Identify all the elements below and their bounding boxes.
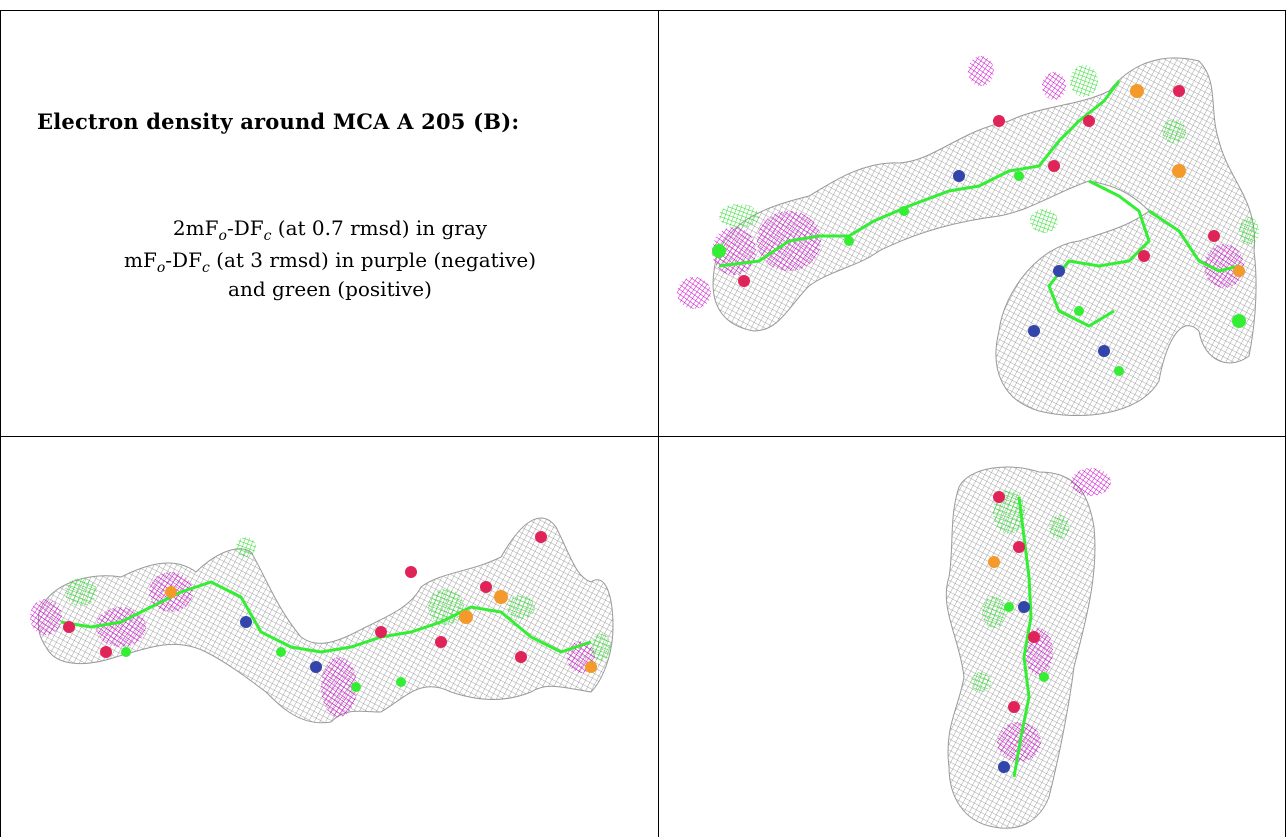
density-view-bottom-right	[659, 437, 1285, 837]
legend-title: Electron density around MCA A 205 (B):	[37, 109, 520, 134]
electron-density-mesh-view-icon	[677, 56, 1259, 416]
legend-line-colors: and green (positive)	[228, 277, 432, 301]
legend-line-2fofc: 2mFo-DFc (at 0.7 rmsd) in gray	[172, 216, 488, 244]
table-left-border	[0, 10, 1, 837]
legend-cell: Electron density around MCA A 205 (B): 2…	[1, 11, 658, 436]
density-view-top-right	[659, 11, 1285, 436]
table-center-border	[658, 10, 659, 837]
electron-density-mesh-view-icon	[30, 517, 614, 724]
table-top-border	[0, 10, 1286, 11]
electron-density-mesh-view-icon	[945, 466, 1111, 829]
legend-line-fofc: mFo-DFc (at 3 rmsd) in purple (negative)	[124, 248, 536, 276]
table-middle-border	[0, 436, 1286, 437]
density-view-bottom-left	[1, 437, 658, 837]
